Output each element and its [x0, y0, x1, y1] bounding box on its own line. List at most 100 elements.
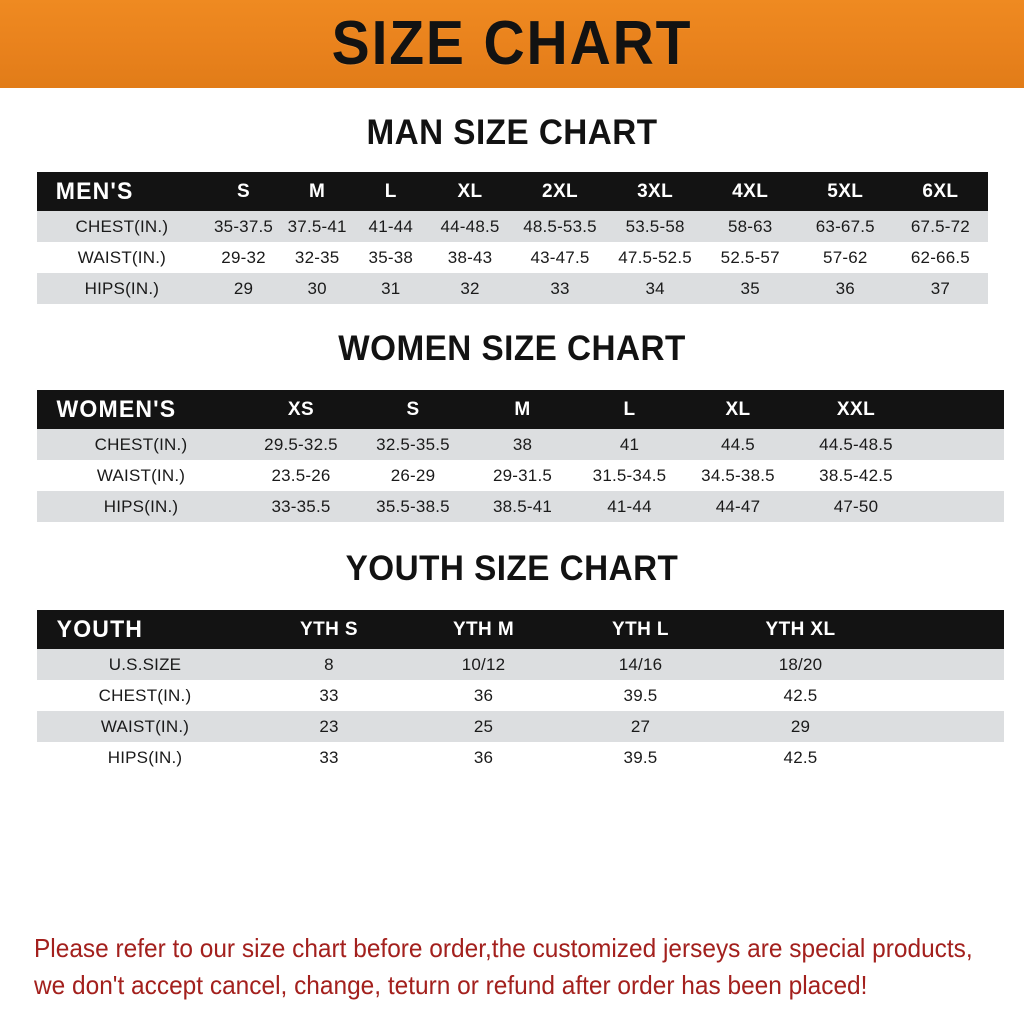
youth-hips-m: 36: [473, 747, 494, 767]
youth-col-header-l: YTH L: [612, 618, 669, 640]
youth-ussize-s: 8: [324, 654, 334, 674]
man-row-label-chest: CHEST(IN.): [75, 216, 169, 236]
man-waist-xl: 38-43: [447, 247, 493, 267]
women-chest-xs: 29.5-32.5: [264, 434, 338, 454]
man-section-title: MAN SIZE CHART: [366, 113, 658, 152]
youth-size-table: YOUTH YTH S YTH M YTH L YTH XL U.S.SIZE …: [37, 610, 1004, 773]
man-chest-s: 35-37.5: [214, 216, 274, 236]
man-chest-2xl: 48.5-53.5: [523, 216, 597, 236]
table-row: WAIST(IN.) 23 25 27 29: [37, 711, 1004, 742]
women-waist-l: 31.5-34.5: [592, 465, 667, 485]
man-col-header-2xl: 2XL: [541, 180, 579, 202]
women-table-header-row: WOMEN'S XS S M L XL XXL: [37, 390, 1004, 429]
youth-chest-s: 33: [319, 685, 339, 705]
women-size-table: WOMEN'S XS S M L XL XXL CHEST(IN.) 29.5-…: [37, 390, 1004, 522]
man-hips-3xl: 34: [645, 278, 665, 298]
page-banner: SIZE CHART: [0, 0, 1024, 88]
man-col-header-l: L: [384, 180, 397, 202]
man-chest-5xl: 63-67.5: [815, 216, 875, 236]
women-col-header-xxl: XXL: [836, 398, 876, 420]
youth-hips-l: 39.5: [623, 747, 658, 767]
women-waist-spacer: [919, 460, 1004, 491]
page-title: SIZE CHART: [331, 9, 693, 78]
women-waist-s: 26-29: [390, 465, 436, 485]
women-waist-m: 29-31.5: [492, 465, 553, 485]
table-row: CHEST(IN.) 29.5-32.5 32.5-35.5 38 41 44.…: [37, 429, 1004, 460]
women-size-table-wrapper: WOMEN'S XS S M L XL XXL CHEST(IN.) 29.5-…: [37, 390, 1004, 522]
man-chest-4xl: 58-63: [727, 216, 773, 236]
youth-table-header-row: YOUTH YTH S YTH M YTH L YTH XL: [37, 610, 1004, 649]
disclaimer-note: Please refer to our size chart before or…: [34, 930, 973, 1004]
table-row: U.S.SIZE 8 10/12 14/16 18/20: [37, 649, 1004, 680]
man-col-header-4xl: 4XL: [732, 180, 769, 202]
youth-waist-s: 23: [319, 716, 339, 736]
women-col-header-s: S: [406, 398, 420, 420]
table-row: CHEST(IN.) 33 36 39.5 42.5: [37, 680, 1004, 711]
women-corner-label: WOMEN'S: [56, 395, 177, 423]
women-row-label-hips: HIPS(IN.): [103, 496, 179, 516]
youth-hips-spacer: [882, 742, 1004, 773]
man-col-header-s: S: [237, 180, 251, 202]
man-waist-3xl: 47.5-52.5: [618, 247, 692, 267]
women-waist-xs: 23.5-26: [271, 465, 331, 485]
youth-col-header-spacer: [882, 610, 1004, 649]
man-chest-6xl: 67.5-72: [910, 216, 970, 236]
women-col-header-m: M: [514, 398, 531, 420]
man-chest-3xl: 53.5-58: [625, 216, 685, 236]
women-hips-spacer: [919, 491, 1004, 522]
women-chest-xl: 44.5: [721, 434, 755, 454]
table-row: HIPS(IN.) 33-35.5 35.5-38.5 38.5-41 41-4…: [37, 491, 1004, 522]
women-hips-m: 38.5-41: [492, 496, 553, 516]
youth-row-label-chest: CHEST(IN.): [98, 685, 192, 705]
women-col-header-xs: XS: [287, 398, 315, 420]
women-hips-xxl: 47-50: [833, 496, 879, 516]
man-hips-m: 30: [307, 278, 327, 298]
youth-waist-xl: 29: [790, 716, 811, 736]
youth-ussize-m: 10/12: [461, 654, 506, 674]
youth-corner-label: YOUTH: [56, 615, 144, 643]
youth-row-label-waist: WAIST(IN.): [100, 716, 190, 736]
disclaimer-line-2: we don't accept cancel, change, teturn o…: [34, 969, 868, 1000]
man-hips-5xl: 36: [835, 278, 855, 298]
youth-row-label-hips: HIPS(IN.): [107, 747, 183, 767]
table-row: WAIST(IN.) 23.5-26 26-29 29-31.5 31.5-34…: [37, 460, 1004, 491]
man-col-header-6xl: 6XL: [922, 180, 959, 202]
man-table-header-row: MEN'S S M L XL 2XL 3XL 4XL 5XL 6XL: [37, 172, 988, 211]
women-section-title: WOMEN SIZE CHART: [338, 329, 686, 368]
youth-col-header-m: YTH M: [452, 618, 515, 640]
women-table-body: WOMEN'S XS S M L XL XXL CHEST(IN.) 29.5-…: [37, 390, 1004, 522]
women-col-header-l: L: [623, 398, 636, 420]
women-chest-s: 32.5-35.5: [376, 434, 450, 454]
table-row: CHEST(IN.) 35-37.5 37.5-41 41-44 44-48.5…: [37, 211, 988, 242]
women-hips-xs: 33-35.5: [271, 496, 331, 516]
man-size-table: MEN'S S M L XL 2XL 3XL 4XL 5XL 6XL CHEST…: [37, 172, 988, 304]
women-chest-xxl: 44.5-48.5: [819, 434, 893, 454]
man-size-table-wrapper: MEN'S S M L XL 2XL 3XL 4XL 5XL 6XL CHEST…: [37, 172, 988, 304]
youth-col-header-xl: YTH XL: [765, 618, 836, 640]
disclaimer-line-1: Please refer to our size chart before or…: [34, 933, 973, 963]
women-hips-xl: 44-47: [715, 496, 761, 516]
man-hips-s: 29: [233, 278, 254, 298]
youth-col-header-s: YTH S: [300, 618, 358, 640]
women-waist-xl: 34.5-38.5: [701, 465, 775, 485]
women-row-label-waist: WAIST(IN.): [96, 465, 186, 485]
women-chest-spacer: [919, 429, 1004, 460]
youth-ussize-xl: 18/20: [778, 654, 823, 674]
women-waist-xxl: 38.5-42.5: [819, 465, 893, 485]
man-chest-l: 41-44: [368, 216, 414, 236]
youth-size-table-wrapper: YOUTH YTH S YTH M YTH L YTH XL U.S.SIZE …: [37, 610, 1004, 773]
table-row: HIPS(IN.) 33 36 39.5 42.5: [37, 742, 1004, 773]
man-col-header-m: M: [309, 180, 326, 202]
youth-waist-spacer: [882, 711, 1004, 742]
youth-row-label-us-size: U.S.SIZE: [108, 654, 182, 674]
man-hips-l: 31: [381, 278, 401, 298]
youth-ussize-l: 14/16: [618, 654, 663, 674]
man-col-header-3xl: 3XL: [637, 180, 674, 202]
man-hips-2xl: 33: [550, 278, 570, 298]
man-hips-xl: 32: [460, 278, 480, 298]
youth-waist-m: 25: [473, 716, 494, 736]
man-chest-m: 37.5-41: [287, 216, 347, 236]
youth-chest-spacer: [882, 680, 1004, 711]
man-waist-l: 35-38: [368, 247, 414, 267]
women-hips-l: 41-44: [607, 496, 652, 516]
